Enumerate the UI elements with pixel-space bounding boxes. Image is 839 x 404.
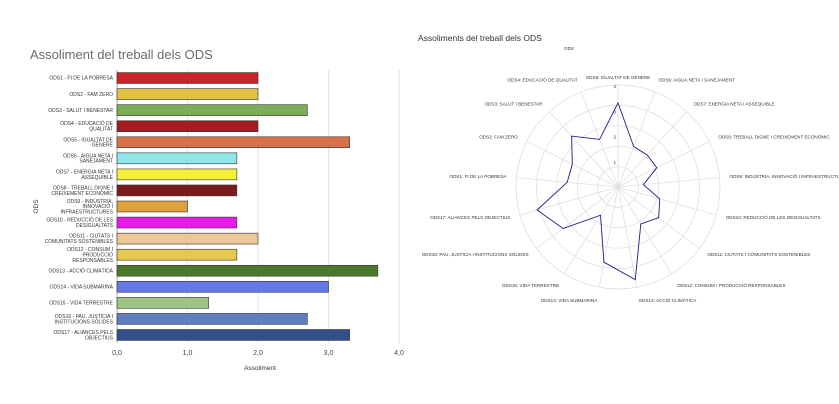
radar-category-label: ODS1: FI DE LA POBRESA [450, 174, 508, 179]
y-tick-label: ODS3 - SALUT I BENESTAR [48, 108, 113, 114]
radar-spoke [519, 186, 619, 216]
bar [116, 281, 329, 293]
y-tick-label: ODS4 - EDUCACIÓ DE QUALITAT [60, 120, 113, 132]
radar-category-label: ODS11: CIUTATS I COMUNITATS SOSTENIBLES [707, 252, 810, 257]
radar-spoke [617, 186, 717, 216]
radar-category-label: ODS5: IGUALTAT DE GÈNERE [586, 74, 651, 80]
y-tick-label: ODS15 - VIDA TERRESTRE [49, 301, 113, 307]
radar-tick-label: 3 [613, 109, 616, 114]
radar-spoke [549, 111, 619, 188]
radar-spoke [617, 141, 710, 188]
y-tick-label: ODS10 - REDUCCIÓ DE LES DESIGUALTATS [46, 217, 113, 229]
radar-spoke [617, 177, 720, 188]
radar-category-label: ODS3: SALUT I BENESTAR [484, 102, 543, 107]
bar [116, 248, 238, 261]
radar-series-name: ODS [564, 46, 574, 51]
radar-tick-label: 4 [613, 84, 616, 89]
radar-series-line [536, 101, 661, 281]
radar-tick-label: 1 [613, 160, 616, 165]
bar-chart-title: Assoliment del treball dels ODS [30, 47, 213, 62]
radar-category-label: ODS2: FAM ZERO [479, 135, 518, 140]
x-axis-title: Assoliment [244, 365, 276, 372]
radar-category-label: ODS16: PAU, JUSTÍCIA I INSTITUCIONS SÒLI… [422, 251, 529, 257]
x-tick-label: 4,0 [394, 350, 404, 357]
radar-category-label: ODS8: TREBALL DIGNE I CREIXEMENT ECONÒMI… [718, 134, 830, 140]
bar [116, 297, 209, 309]
radar-tick-label: 2 [613, 135, 616, 140]
y-tick-label: ODS12 - CONSUM I PRODUCCIÓ RESPONSABLES [67, 247, 114, 264]
y-tick-label: ODS1 - FI DE LA POBRESA [49, 76, 113, 82]
y-tick-label: ODS6 - AIGUA NETA I SANEJAMENT [63, 153, 113, 164]
x-tick-label: 2,0 [253, 350, 263, 357]
bar [116, 313, 308, 325]
bar [116, 329, 350, 341]
x-tick-label: 3,0 [324, 350, 334, 357]
bar [116, 120, 259, 132]
y-tick-label: ODS13 - ACCIÓ CLIMÀTICA [49, 267, 114, 274]
y-axis-title: ODS [33, 199, 40, 214]
radar-spoke [598, 186, 619, 288]
x-tick-label: 1,0 [183, 350, 193, 357]
radar-category-label: ODS17: ALIANCES PELS OBJECTIUS [430, 215, 510, 220]
radar-category-label: ODS6: AIGUA NETA I SANEJAMENT [658, 78, 735, 83]
radar-category-label: ODS10: REDUCCIÓ DE LES DESIGUALTATS [726, 214, 821, 220]
bar [116, 200, 188, 213]
radar-spoke [617, 111, 687, 188]
radar-spoke [617, 186, 638, 288]
radar-spoke [564, 186, 619, 274]
radar-category-label: ODS15: VIDA TERRESTRE [502, 283, 559, 288]
radar-category-label: ODS13: ACCIÓ CLIMÀTICA [639, 297, 698, 303]
x-tick-label: 0,0 [112, 350, 122, 357]
y-tick-label: ODS2 - FAM ZERO [69, 92, 113, 98]
bar [116, 232, 259, 245]
radar-spoke [617, 186, 672, 274]
radar-category-label: ODS7: ENERGIA NETA I ASSEQUIBLE [693, 102, 774, 107]
y-tick-label: ODS17 - ALIANCES PELS OBJECTIUS [54, 330, 114, 341]
bar [116, 264, 379, 277]
bar [116, 168, 238, 181]
bar [116, 184, 238, 197]
radar-chart-title: Assoliments del treball dels ODS [418, 33, 542, 43]
bar [116, 152, 238, 165]
y-tick-label: ODS11 - CIUTATS I COMUNITATS SOSTENIBLES [45, 234, 114, 245]
y-tick-label: ODS5 - IGUALTAT DE GÈNERE [63, 137, 113, 148]
radar-spoke [617, 91, 656, 188]
bar [116, 72, 259, 84]
radar-category-label: ODS9: INDÚSTRIA, INNOVACIÓ I INFRAESTRUC… [730, 173, 839, 179]
radar-category-label: ODS4: EDUCACIÓ DE QUALITAT [508, 77, 578, 83]
y-tick-label: ODS9 - INDÚSTRIA, INNOVACIÓ I INFRAESTRUCT… [60, 198, 113, 216]
y-tick-label: ODS7 - ENERGIA NETA I ASSEQUIBLE [56, 169, 114, 180]
bar [116, 136, 350, 149]
y-tick-label: ODS14 - VIDA SUBMARINA [50, 284, 114, 290]
radar-spoke [536, 186, 619, 249]
radar-category-label: ODS14: VIDA SUBMARINA [541, 298, 599, 303]
y-tick-label: ODS8 - TREBALL DIGNE I CREIXEMENT ECONÒMI… [51, 185, 113, 196]
bar [116, 216, 238, 229]
bar [116, 88, 259, 100]
radar-category-label: ODS12: CONSUM I PRODUCCIÓ RESPONSABLES [677, 282, 786, 288]
y-tick-label: ODS16 - PAU, JUSTÍCIA I INSTITUCIONS SÒLI… [55, 313, 114, 325]
bar [116, 104, 308, 116]
